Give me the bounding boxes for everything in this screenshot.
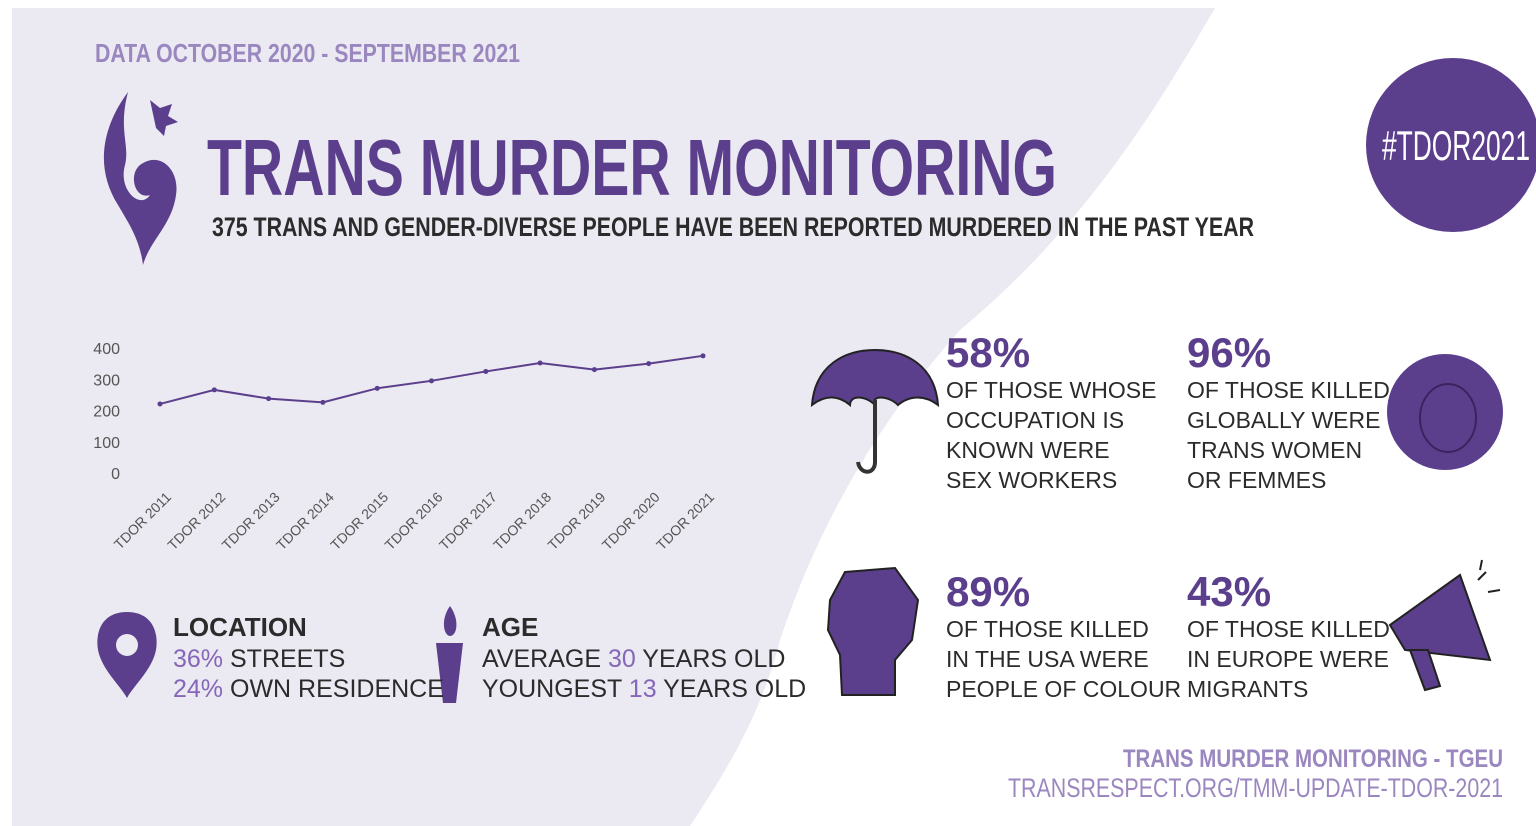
point [320,400,325,405]
section-label: STREETS [230,645,345,673]
point [538,361,543,366]
badge-text: #TDOR2021 [1382,122,1530,169]
section-heading: AGE [482,612,538,642]
stat-line: TRANS WOMEN [1187,437,1362,463]
point [592,367,597,372]
infographic: DATA OCTOBER 2020 - SEPTEMBER 2021 TRANS… [0,0,1536,826]
stat-line: GLOBALLY WERE [1187,407,1380,433]
stat-line: IN THE USA WERE [946,646,1149,672]
subtitle: 375 TRANS AND GENDER-DIVERSE PEOPLE HAVE… [212,212,1254,242]
section-prefix: AVERAGE [482,645,601,673]
y-tick-label: 100 [93,435,120,452]
footer-source: TRANS MURDER MONITORING - TGEU [1123,745,1503,773]
stat-line: PEOPLE OF COLOUR [946,676,1181,702]
stat-percent: 89% [946,568,1030,615]
date-range: DATA OCTOBER 2020 - SEPTEMBER 2021 [95,38,520,68]
section-line: AVERAGE 30 YEARS OLD [482,645,785,673]
point [266,396,271,401]
section-line: YOUNGEST 13 YEARS OLD [482,675,806,703]
y-tick-label: 300 [93,372,120,389]
point [646,361,651,366]
stat-line: OR FEMMES [1187,467,1326,493]
person-icon [1387,354,1503,470]
stat-line: KNOWN WERE [946,437,1110,463]
title: TRANS MURDER MONITORING [207,123,1057,212]
stat-line: OF THOSE WHOSE [946,377,1156,403]
stat-line: OCCUPATION IS [946,407,1124,433]
section-line: 24% OWN RESIDENCE [173,675,444,703]
section-line: 36% STREETS [173,645,345,673]
stat-line: MIGRANTS [1187,676,1308,702]
point [701,353,706,358]
stat-line: SEX WORKERS [946,467,1117,493]
y-tick-label: 0 [111,466,120,483]
section-value: 24% [173,675,223,703]
stat-line: IN EUROPE WERE [1187,646,1389,672]
point [212,387,217,392]
stat-percent: 43% [1187,568,1271,615]
stat-percent: 58% [946,329,1030,376]
point [483,369,488,374]
section-heading: LOCATION [173,612,307,642]
section-value: 36% [173,645,223,673]
section-suffix: YEARS OLD [663,675,806,703]
section-label: OWN RESIDENCE [230,675,444,703]
section-suffix: YEARS OLD [642,645,785,673]
stat-line: OF THOSE KILLED [1187,377,1390,403]
stat-line: OF THOSE KILLED [946,616,1149,642]
stat-percent: 96% [1187,329,1271,376]
point [158,401,163,406]
section-value: 13 [629,675,657,703]
section-prefix: YOUNGEST [482,675,622,703]
y-tick-label: 400 [93,341,120,358]
footer-url: TRANSRESPECT.ORG/TMM-UPDATE-TDOR-2021 [1008,773,1503,803]
stat-line: OF THOSE KILLED [1187,616,1390,642]
point [375,386,380,391]
section-value: 30 [608,645,636,673]
y-tick-label: 200 [93,404,120,421]
point [429,378,434,383]
